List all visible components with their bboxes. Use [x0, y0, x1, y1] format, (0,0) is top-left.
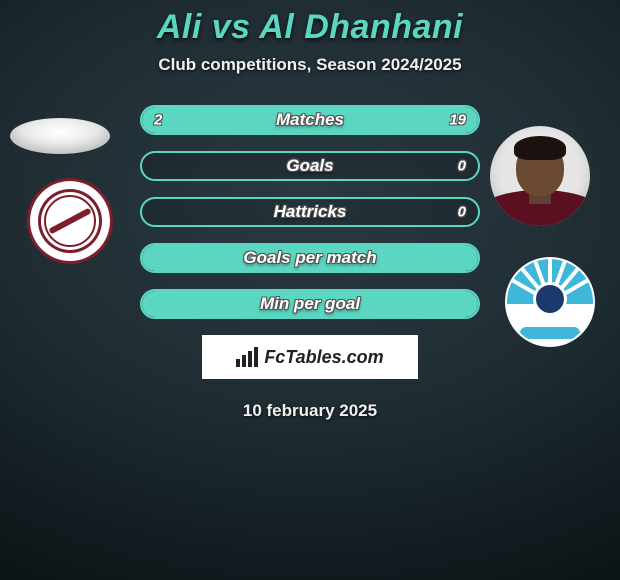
stat-label: Goals	[286, 156, 333, 176]
stat-value-right: 0	[458, 204, 466, 221]
stat-label: Matches	[276, 110, 344, 130]
stat-label: Goals per match	[243, 248, 376, 268]
bars-icon	[236, 347, 260, 367]
comparison-card: Ali vs Al Dhanhani Club competitions, Se…	[0, 0, 620, 421]
stat-value-right: 19	[449, 112, 466, 129]
date: 10 february 2025	[0, 401, 620, 421]
stats-list: 2 19 Matches 0 Goals 0 Hattricks Goals per matc…	[0, 105, 620, 319]
stat-label: Min per goal	[260, 294, 360, 314]
brand-text: FcTables.com	[264, 347, 383, 368]
stat-row: Min per goal	[140, 289, 480, 319]
stat-label: Hattricks	[274, 202, 347, 222]
stat-row: 0 Hattricks	[140, 197, 480, 227]
stat-value-right: 0	[458, 158, 466, 175]
subtitle: Club competitions, Season 2024/2025	[0, 55, 620, 75]
stat-row: 2 19 Matches	[140, 105, 480, 135]
stat-row: Goals per match	[140, 243, 480, 273]
stat-row: 0 Goals	[140, 151, 480, 181]
page-title: Ali vs Al Dhanhani	[0, 8, 620, 47]
brand-attribution: FcTables.com	[202, 335, 418, 379]
stat-value-left: 2	[154, 112, 162, 129]
